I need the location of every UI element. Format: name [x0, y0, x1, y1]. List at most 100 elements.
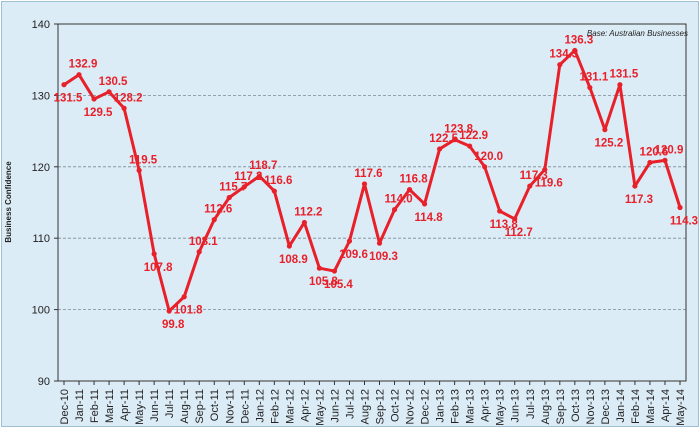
data-point: [286, 243, 292, 249]
data-point: [346, 238, 353, 244]
data-label: 114.0: [384, 194, 412, 206]
y-tick-label: 140: [32, 19, 50, 31]
data-label: 131.5: [54, 93, 83, 105]
series-line: [61, 47, 683, 314]
data-label: 112.2: [294, 206, 322, 218]
x-tick-label: May-12: [314, 389, 326, 426]
y-axis-title: Business Confidence: [4, 161, 13, 243]
x-tick-label: Oct-11: [209, 389, 221, 421]
data-label: 115.7: [219, 182, 247, 194]
data-point: [166, 308, 172, 314]
x-tick-label: Feb-11: [89, 389, 101, 423]
data-label: 120.0: [474, 151, 503, 163]
data-point: [61, 82, 67, 88]
data-point: [452, 137, 458, 143]
data-point: [241, 184, 247, 190]
data-label: 123.8: [444, 124, 473, 136]
x-tick-label: Oct-12: [390, 389, 402, 422]
data-label: 105.8: [309, 276, 338, 288]
data-point: [196, 249, 202, 255]
x-tick-label: Apr-14: [660, 389, 672, 422]
x-tick-label: Dec-13: [600, 389, 612, 424]
data-point: [181, 294, 187, 300]
data-point: [677, 204, 683, 211]
data-point: [632, 183, 638, 189]
data-point: [76, 72, 82, 78]
x-tick-label: Aug-12: [359, 389, 371, 424]
data-label: 117.3: [520, 170, 548, 182]
data-label: 117.2: [234, 171, 262, 183]
data-point: [406, 187, 413, 193]
data-point: [542, 167, 548, 173]
x-tick-label: Aug-11: [179, 389, 191, 424]
data-point: [91, 96, 97, 102]
x-tick-label: Mar-11: [104, 389, 116, 423]
y-tick-label: 110: [32, 233, 50, 245]
x-tick-label: Feb-14: [630, 389, 642, 424]
data-point: [497, 208, 503, 214]
data-label: 120.6: [640, 147, 669, 159]
data-label: 119.6: [535, 178, 563, 190]
data-point: [211, 217, 217, 223]
data-label: 131.5: [610, 69, 639, 81]
x-tick-label: Jan-11: [74, 389, 86, 422]
x-tick-label: Jun-13: [510, 389, 522, 423]
data-point: [527, 183, 533, 189]
x-tick-label: Dec-10: [59, 389, 71, 424]
data-point: [136, 167, 142, 173]
x-tick-label: Mar-13: [465, 389, 477, 424]
x-tick-label: Apr-13: [480, 389, 492, 422]
x-tick-label: Jun-11: [149, 389, 161, 422]
x-tick-label: Jan-12: [254, 389, 266, 423]
data-point: [437, 146, 443, 152]
x-tick-label: May-11: [134, 389, 146, 425]
data-point: [331, 268, 338, 274]
data-point: [557, 62, 563, 68]
data-point: [647, 159, 653, 166]
x-tick-label: Jan-14: [615, 389, 627, 423]
data-label: 105.4: [324, 279, 353, 291]
x-tick-label: Jul-12: [344, 389, 356, 419]
data-point: [316, 265, 323, 271]
x-tick-label: Sep-13: [555, 389, 567, 424]
gridlines: [58, 95, 686, 311]
data-label: 130.5: [99, 76, 128, 88]
data-point: [391, 207, 398, 213]
data-label: 131.1: [579, 72, 608, 84]
x-tick-label: Nov-12: [405, 389, 417, 424]
y-axis-ticks: 90 100 110 120 130 140: [32, 19, 58, 388]
data-label: 114.3: [670, 215, 698, 227]
data-label: 117.3: [625, 194, 653, 206]
data-label: 132.9: [69, 59, 98, 71]
y-tick-label: 90: [38, 376, 50, 388]
series-path: [63, 48, 682, 313]
y-tick-label: 100: [32, 305, 50, 317]
x-tick-label: Apr-11: [119, 389, 131, 421]
data-point: [376, 240, 383, 246]
x-axis-ticks: Dec-10 Jan-11 Feb-11 Mar-11 Apr-11 May-11 Jun-…: [59, 381, 687, 426]
x-tick-label: Jan-13: [435, 389, 447, 423]
x-tick-label: Nov-13: [585, 389, 597, 424]
axes: [57, 23, 687, 382]
data-label: 114.8: [415, 212, 444, 224]
x-tick-label: Aug-13: [540, 389, 552, 424]
data-label: 112.6: [204, 204, 232, 216]
data-point: [106, 89, 112, 95]
x-tick-label: Dec-11: [239, 389, 251, 424]
data-point: [271, 188, 277, 194]
x-tick-label: Sep-12: [375, 389, 387, 424]
data-label: 99.8: [162, 319, 185, 331]
data-point: [512, 216, 518, 222]
x-tick-label: Mar-12: [284, 389, 296, 424]
data-label: 125.2: [594, 138, 623, 150]
data-label: 122.5: [429, 133, 458, 145]
data-label: 113.8: [490, 219, 519, 231]
x-tick-label: Jul-11: [164, 389, 176, 418]
data-point: [226, 194, 232, 201]
data-label: 116.6: [264, 175, 292, 187]
data-label: 134.3: [549, 49, 578, 61]
data-point: [256, 173, 262, 179]
data-point: [467, 143, 473, 149]
data-label: 136.3: [564, 34, 593, 46]
